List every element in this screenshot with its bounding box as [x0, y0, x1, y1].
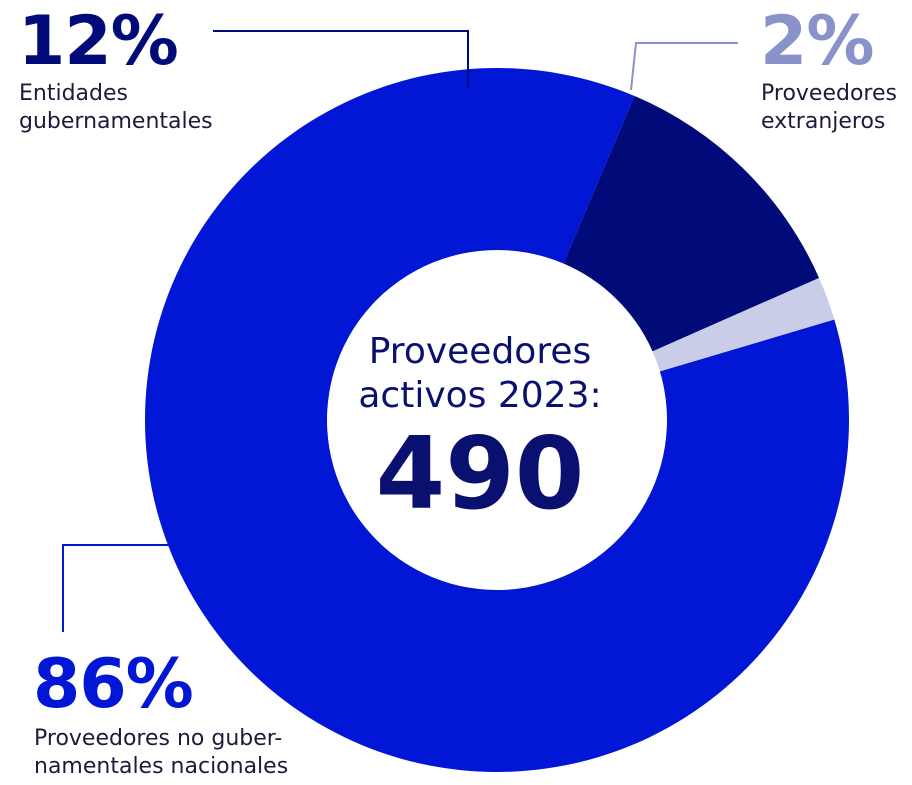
data-label-gubernamentales-percent: 12%	[18, 2, 179, 81]
slice-gubernamentales	[563, 95, 820, 352]
center-title-line1: Proveedores	[368, 331, 592, 372]
data-label-extranjeros-line2: extranjeros	[761, 109, 886, 134]
center-value: 490	[375, 415, 585, 532]
center-title-line2: activos 2023:	[358, 375, 602, 416]
data-label-extranjeros-line1: Proveedores	[761, 81, 897, 106]
slice-extranjeros	[652, 277, 835, 372]
leader-line-gubernamentales	[213, 30, 469, 88]
leader-line-extranjeros	[630, 42, 738, 91]
data-label-nacionales-line2: namentales nacionales	[34, 754, 289, 779]
data-label-extranjeros-percent: 2%	[760, 2, 874, 81]
slice-nacionales	[144, 67, 849, 773]
data-label-gubernamentales-line1: Entidades	[19, 81, 128, 106]
leader-line-nacionales	[62, 544, 170, 632]
donut-slices	[144, 67, 849, 773]
data-label-gubernamentales-line2: gubernamentales	[19, 109, 213, 134]
data-label-nacionales-line1: Proveedores no guber-	[34, 726, 283, 751]
data-label-nacionales-percent: 86%	[33, 645, 194, 724]
leader-lines	[62, 30, 738, 632]
center-label: Proveedores activos 2023: 490	[330, 330, 630, 524]
